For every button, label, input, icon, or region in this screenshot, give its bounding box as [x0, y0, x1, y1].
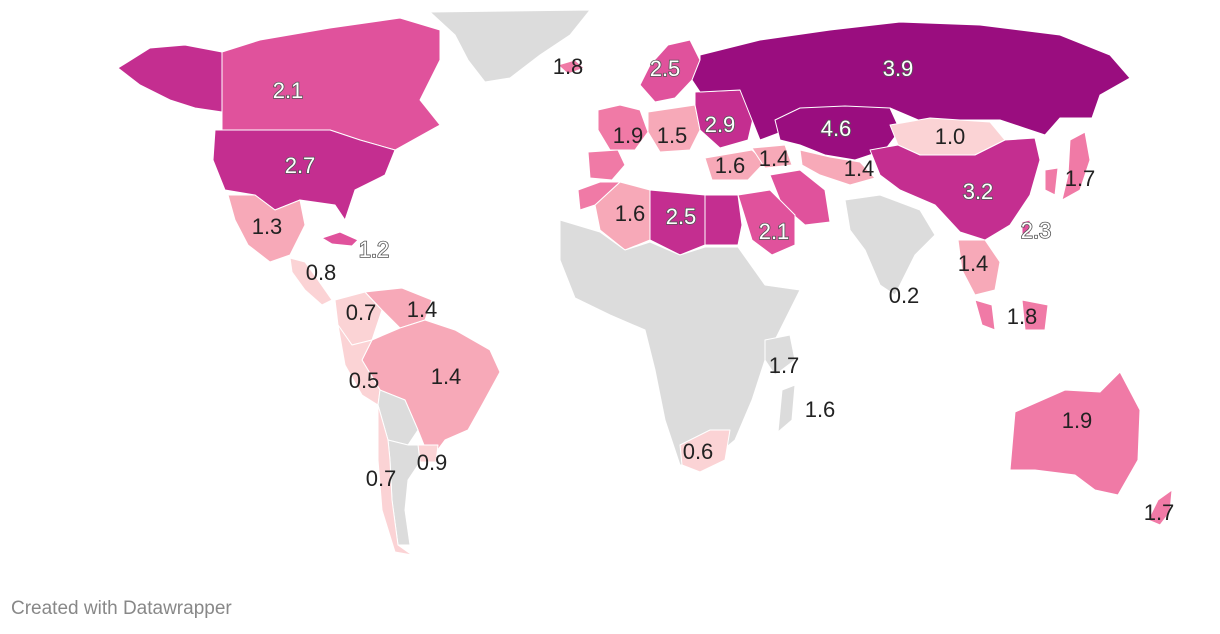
world-choropleth-map: 2.1 2.7 1.3 0.8 1.2 0.7 1.4 1.4 0.5 0.9 …: [117, 9, 1175, 556]
region-south-africa: [679, 429, 731, 473]
region-iberia: [587, 149, 626, 181]
region-kenya: [764, 334, 796, 376]
value-label-peru: 0.5: [349, 368, 380, 393]
value-label-turkey: 1.6: [715, 153, 746, 178]
datawrapper-credit: Created with Datawrapper: [11, 598, 232, 619]
value-label-china: 3.2: [963, 179, 994, 204]
value-label-mongolia: 1.0: [935, 124, 966, 149]
region-cuba: [321, 231, 359, 247]
value-label-usa: 2.7: [285, 153, 316, 178]
region-iceland: [557, 59, 585, 75]
value-label-madagascar: 1.6: [805, 397, 836, 422]
value-label-central-europe: 1.5: [657, 123, 688, 148]
value-label-uruguay: 0.9: [417, 450, 448, 475]
value-label-canada: 2.1: [273, 78, 304, 103]
value-label-taiwan: 2.3: [1021, 218, 1052, 243]
region-taiwan: [1021, 219, 1031, 235]
value-label-malaysia-indonesia: 1.8: [1007, 304, 1038, 329]
region-china: [869, 137, 1041, 241]
region-egypt: [704, 194, 743, 246]
region-korea-japan: [1044, 131, 1091, 201]
value-label-saudi-arabia: 2.1: [759, 219, 790, 244]
region-western-europe: [597, 104, 649, 151]
value-label-chile: 0.7: [366, 466, 397, 491]
region-africa-rest: [559, 219, 801, 466]
value-label-central-america: 0.8: [306, 260, 337, 285]
region-mexico: [227, 194, 306, 263]
value-labels: 2.1 2.7 1.3 0.8 1.2 0.7 1.4 1.4 0.5 0.9 …: [252, 54, 1175, 525]
value-label-cuba: 1.2: [359, 237, 390, 262]
region-turkey: [704, 149, 766, 181]
value-label-russia: 3.9: [883, 56, 914, 81]
value-label-eastern-europe: 2.9: [705, 112, 736, 137]
value-label-south-africa: 0.6: [683, 439, 714, 464]
value-label-kenya: 1.7: [769, 353, 800, 378]
value-label-australia: 1.9: [1062, 408, 1093, 433]
value-label-korea-japan: 1.7: [1065, 166, 1096, 191]
value-label-india: 0.2: [889, 283, 920, 308]
value-label-algeria: 1.6: [615, 201, 646, 226]
region-vietnam-thailand: [957, 239, 1001, 296]
region-malaysia-indonesia: [974, 299, 1049, 331]
region-madagascar: [777, 384, 796, 433]
value-label-libya: 2.5: [666, 204, 697, 229]
region-india: [844, 194, 936, 296]
value-label-kazakhstan: 4.6: [821, 116, 852, 141]
region-morocco: [577, 181, 621, 211]
region-caucasus: [751, 144, 793, 169]
region-new-zealand: [1147, 489, 1173, 526]
value-label-venezuela: 1.4: [407, 297, 438, 322]
region-alaska: [117, 44, 223, 113]
region-chile: [377, 404, 413, 556]
value-label-iceland: 1.8: [553, 54, 584, 79]
value-label-mexico: 1.3: [252, 214, 283, 239]
value-label-caucasus: 1.4: [759, 146, 790, 171]
region-greenland: [429, 9, 591, 83]
value-label-central-asia: 1.4: [844, 156, 875, 181]
value-label-western-europe: 1.9: [613, 123, 644, 148]
value-label-scandinavia: 2.5: [650, 56, 681, 81]
value-label-new-zealand: 1.7: [1144, 500, 1175, 525]
region-central-asia: [799, 149, 876, 186]
region-australia: [1009, 371, 1141, 496]
value-label-brazil: 1.4: [431, 364, 462, 389]
region-saudi-arabia: [737, 189, 796, 256]
value-label-colombia: 0.7: [346, 300, 377, 325]
region-central-america: [289, 257, 333, 306]
value-label-vietnam-thailand: 1.4: [958, 251, 989, 276]
